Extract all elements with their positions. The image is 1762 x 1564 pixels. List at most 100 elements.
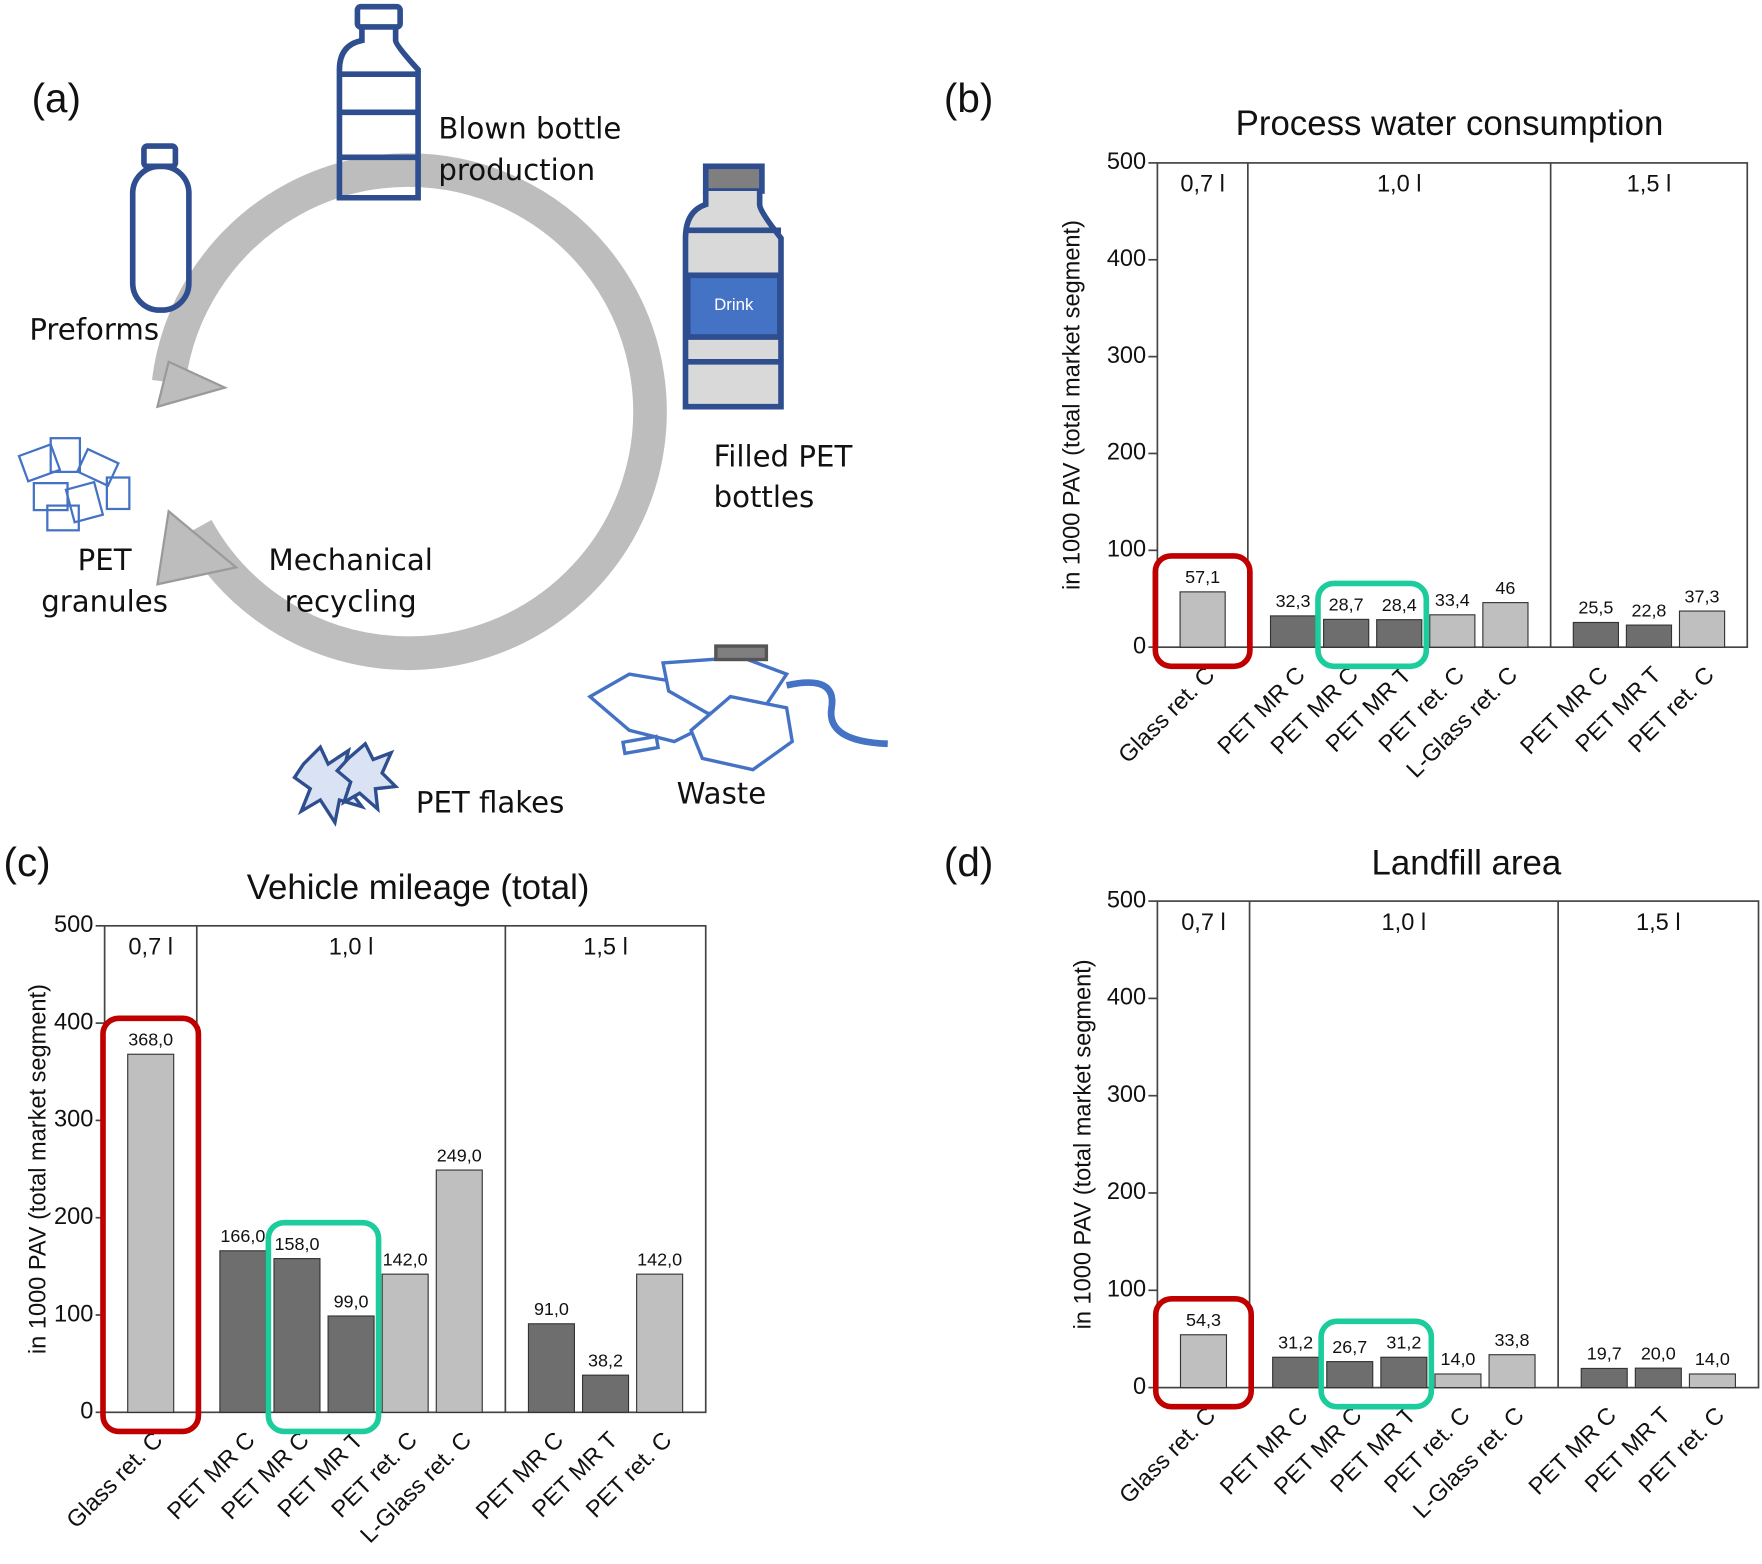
- y-tick-label: 100: [1107, 536, 1146, 562]
- highlight-box: [1152, 1296, 1255, 1410]
- group-label: 1,0 l: [1377, 171, 1422, 197]
- value-label: 249,0: [437, 1145, 482, 1165]
- waste-icon: [587, 644, 888, 772]
- y-tick-label: 0: [1133, 632, 1146, 658]
- y-axis-title: in 1000 PAV (total market segment): [25, 984, 51, 1354]
- group-label: 1,0 l: [1382, 909, 1427, 935]
- panel-label: (b): [944, 75, 993, 121]
- group-label: 1,5 l: [1627, 171, 1672, 197]
- value-label: 166,0: [220, 1226, 265, 1246]
- bar: [636, 1273, 684, 1413]
- arrow-head: [156, 509, 239, 586]
- panel-label: (a): [32, 75, 81, 121]
- group-label: 0,7 l: [128, 934, 173, 960]
- value-label: 38,2: [588, 1350, 623, 1370]
- y-tick-label: 500: [1107, 148, 1146, 174]
- bar: [1179, 591, 1226, 648]
- bar: [1678, 610, 1726, 648]
- diagram-label: PET flakes: [416, 785, 565, 819]
- y-tick-label: 100: [54, 1300, 93, 1326]
- y-tick-label: 500: [54, 911, 93, 937]
- bar: [219, 1250, 267, 1413]
- panel-label: (c): [4, 839, 51, 885]
- value-label: 46: [1495, 578, 1515, 598]
- bar: [1326, 1361, 1374, 1389]
- value-label: 142,0: [383, 1249, 428, 1269]
- bar: [527, 1323, 575, 1413]
- y-tick-label: 400: [1107, 984, 1146, 1010]
- value-label: 19,7: [1587, 1344, 1622, 1364]
- bar: [435, 1169, 483, 1413]
- y-tick-label: 300: [1107, 1081, 1146, 1107]
- bar: [1688, 1373, 1736, 1389]
- y-tick-label: 0: [1133, 1373, 1146, 1399]
- panel-label: (d): [944, 839, 993, 885]
- value-label: 26,7: [1332, 1337, 1367, 1357]
- diagram-label: production: [438, 153, 595, 187]
- flakes-icon: [292, 741, 400, 827]
- bar: [1429, 614, 1476, 648]
- bar: [1580, 1367, 1628, 1389]
- bar: [1323, 618, 1370, 648]
- bar: [1634, 1367, 1682, 1389]
- plot-frame: [1156, 900, 1760, 1389]
- arrow-head: [155, 360, 229, 409]
- diagram-label: PET: [78, 543, 132, 577]
- value-label: 22,8: [1631, 600, 1666, 620]
- value-label: 31,2: [1278, 1333, 1313, 1353]
- bar: [1625, 624, 1673, 648]
- x-tick-label: Glass ret. C: [1114, 1402, 1220, 1508]
- y-tick-label: 300: [54, 1106, 93, 1132]
- value-label: 142,0: [637, 1249, 682, 1269]
- y-tick-label: 100: [1107, 1276, 1146, 1302]
- y-tick-label: 400: [54, 1008, 93, 1034]
- value-label: 14,0: [1695, 1349, 1730, 1369]
- chart-title: Landfill area: [1371, 843, 1561, 882]
- value-label: 32,3: [1276, 591, 1311, 611]
- group-label: 0,7 l: [1181, 909, 1226, 935]
- highlight-box: [1318, 1318, 1435, 1410]
- value-label: 37,3: [1685, 586, 1720, 606]
- chart-title: Process water consumption: [1236, 104, 1664, 143]
- diagram-label: granules: [41, 584, 168, 618]
- x-tick-label: Glass ret. C: [61, 1427, 167, 1533]
- bar: [1380, 1356, 1428, 1389]
- bar: [581, 1374, 630, 1413]
- value-label: 99,0: [334, 1291, 369, 1311]
- granules-icon: [17, 437, 131, 532]
- bar: [1482, 602, 1529, 648]
- diagram-label: Filled PET: [714, 439, 853, 473]
- highlight-box: [100, 1015, 202, 1435]
- y-tick-label: 200: [54, 1203, 93, 1229]
- y-axis-title: in 1000 PAV (total market segment): [1058, 220, 1084, 590]
- y-tick-label: 0: [80, 1398, 93, 1424]
- diagram-label: Waste: [677, 776, 767, 810]
- filled-bottle-icon: [682, 163, 784, 410]
- group-label: 1,0 l: [329, 934, 374, 960]
- y-tick-label: 500: [1107, 886, 1146, 912]
- diagram-label: Mechanical: [269, 543, 433, 577]
- diagram-label: Blown bottle: [438, 111, 621, 145]
- x-tick-label: Glass ret. C: [1113, 661, 1219, 767]
- y-tick-label: 400: [1107, 245, 1146, 271]
- preform-icon: [129, 143, 192, 313]
- bar: [1572, 621, 1619, 648]
- diagram-label: bottles: [714, 480, 815, 514]
- bar: [327, 1315, 375, 1413]
- value-label: 25,5: [1578, 598, 1613, 618]
- value-label: 91,0: [534, 1299, 569, 1319]
- value-label: 20,0: [1641, 1343, 1676, 1363]
- value-label: 57,1: [1185, 567, 1220, 587]
- value-label: 31,2: [1386, 1333, 1421, 1353]
- plot-frame: [1156, 162, 1749, 649]
- diagram-label: recycling: [285, 584, 417, 618]
- y-tick-label: 200: [1107, 1178, 1146, 1204]
- value-label: 158,0: [274, 1234, 319, 1254]
- bar: [1179, 1334, 1228, 1389]
- bar: [127, 1053, 175, 1413]
- highlight-box: [265, 1219, 382, 1435]
- bar: [1269, 615, 1317, 648]
- group-label: 1,5 l: [1636, 909, 1681, 935]
- value-label: 368,0: [128, 1030, 173, 1050]
